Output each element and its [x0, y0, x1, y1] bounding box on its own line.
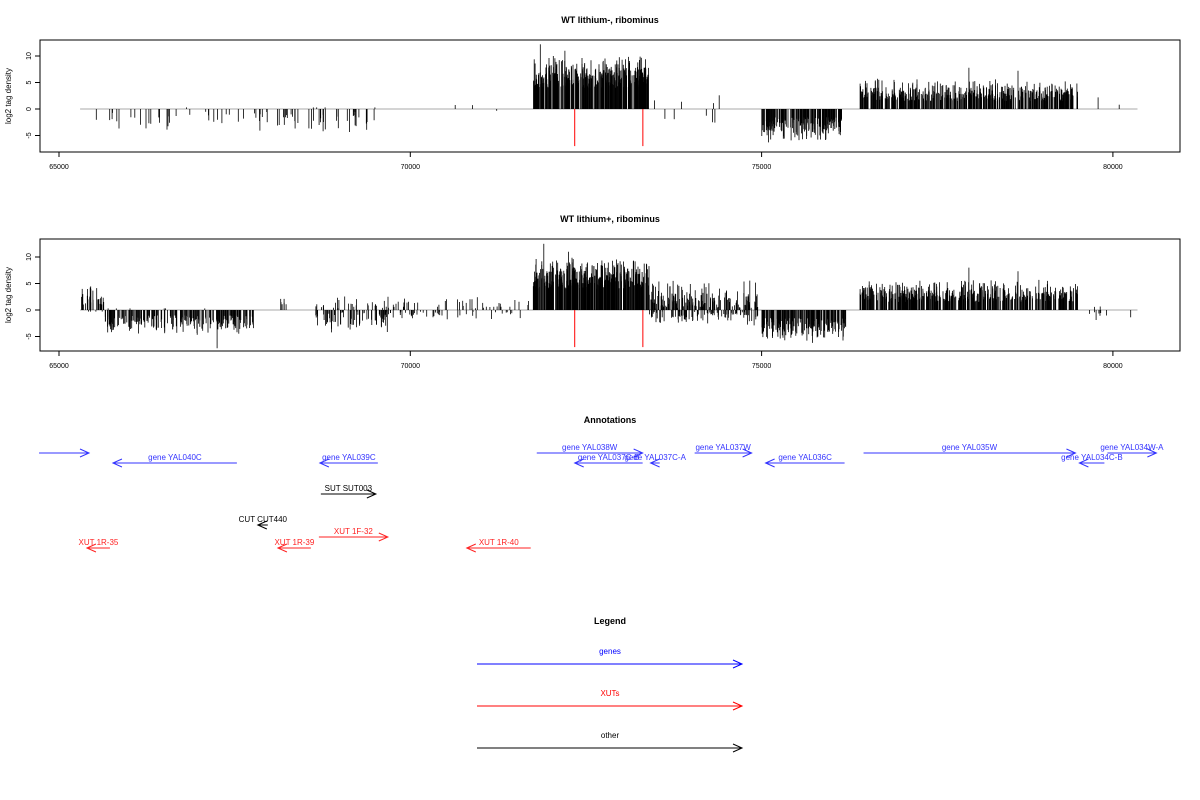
- feature-arrow[interactable]: [39, 448, 91, 458]
- feature-label: XUT 1R-40: [479, 538, 519, 547]
- feature-arrow[interactable]: SUT SUT003: [320, 484, 378, 499]
- feature-label: gene YAL036C: [778, 453, 832, 462]
- x-tick-label: 80000: [1103, 363, 1123, 370]
- x-tick-label: 80000: [1103, 164, 1123, 171]
- feature-arrow[interactable]: gene YAL040C: [111, 453, 237, 468]
- annotations-panel: Annotations gene YAL040C gene YAL039C gene…: [39, 415, 1164, 553]
- feature-label: gene YAL037C-B: [578, 453, 640, 462]
- legend-arrow: [477, 701, 744, 711]
- arrow-head: [764, 458, 775, 468]
- feature-label: XUT 1R-35: [79, 538, 119, 547]
- feature-arrow[interactable]: gene YAL036C: [764, 453, 845, 468]
- arrow-head: [732, 659, 744, 669]
- plot-lithium-plus: WT lithium+, ribominus log2 tag density …: [4, 214, 1181, 370]
- feature-arrow[interactable]: gene YAL039C: [318, 453, 378, 468]
- feature-arrow[interactable]: gene YAL035W: [863, 443, 1077, 458]
- feature-arrow[interactable]: XUT 1R-39: [274, 538, 315, 553]
- feature-arrow[interactable]: XUT 1F-32: [318, 527, 390, 542]
- y-tick-label: 10: [26, 52, 33, 60]
- feature-arrow[interactable]: XUT 1R-40: [465, 538, 531, 553]
- arrow-head: [742, 448, 753, 458]
- feature-label: gene YAL040C: [148, 453, 202, 462]
- feature-label: gene YAL035W: [942, 443, 998, 452]
- feature-label: CUT CUT440: [239, 515, 288, 524]
- arrow-head: [649, 458, 660, 468]
- plot-title: WT lithium+, ribominus: [560, 214, 660, 224]
- x-tick-label: 75000: [752, 363, 772, 370]
- feature-label: gene YAL037W: [695, 443, 751, 452]
- y-axis-label: log2 tag density: [4, 68, 13, 124]
- arrow-head: [573, 458, 584, 468]
- legend: Legend genes XUTs other: [477, 616, 744, 753]
- arrow-head: [85, 543, 97, 553]
- arrow-head: [366, 489, 378, 499]
- arrow-head: [1147, 448, 1158, 458]
- y-tick-label: -5: [26, 132, 33, 138]
- y-tick-label: 5: [26, 80, 33, 84]
- arrow-head: [318, 458, 330, 468]
- feature-label: XUT 1F-32: [334, 527, 374, 536]
- arrow-head: [1066, 448, 1077, 458]
- y-axis-label: log2 tag density: [4, 267, 13, 323]
- feature-label: gene YAL034W-A: [1100, 443, 1164, 452]
- arrow-head: [732, 701, 744, 711]
- feature-arrow[interactable]: gene YAL034C-B: [1061, 453, 1123, 468]
- feature-arrow[interactable]: gene YAL038W: [536, 443, 644, 458]
- plot-lithium-minus: WT lithium-, ribominus log2 tag density …: [4, 15, 1181, 171]
- density-bars: [95, 44, 1120, 143]
- legend-title: Legend: [594, 616, 626, 626]
- feature-label: XUT 1R-39: [274, 538, 314, 547]
- y-tick-label: 5: [26, 281, 33, 285]
- x-tick-label: 70000: [401, 363, 421, 370]
- y-tick-label: 0: [26, 308, 33, 312]
- arrow-head: [378, 532, 390, 542]
- legend-label: XUTs: [600, 689, 619, 698]
- arrow-head: [732, 743, 744, 753]
- annotations-title: Annotations: [584, 415, 637, 425]
- feature-arrow[interactable]: gene YAL034W-A: [1100, 443, 1164, 458]
- arrow-head: [633, 448, 644, 458]
- feature-arrow[interactable]: gene YAL037W: [694, 443, 753, 458]
- arrow-head: [256, 520, 268, 530]
- x-tick-label: 75000: [752, 164, 772, 171]
- legend-arrow: [477, 743, 744, 753]
- arrow-head: [79, 448, 91, 458]
- legend-label: other: [601, 731, 620, 740]
- plot-frame: [39, 238, 1181, 352]
- y-tick-label: 10: [26, 253, 33, 261]
- legend-arrow: [477, 659, 744, 669]
- feature-arrow[interactable]: XUT 1R-35: [79, 538, 119, 553]
- feature-label: gene YAL037C-A: [624, 453, 686, 462]
- feature-arrow[interactable]: CUT CUT440: [239, 515, 288, 530]
- plot-frame: [39, 39, 1181, 153]
- x-tick-label: 65000: [49, 363, 69, 370]
- feature-arrow[interactable]: gene YAL037C-B: [573, 453, 643, 468]
- x-tick-label: 70000: [401, 164, 421, 171]
- density-bars: [81, 243, 1132, 349]
- arrow-head: [1078, 458, 1089, 468]
- feature-label: SUT SUT003: [325, 484, 373, 493]
- feature-label: gene YAL039C: [322, 453, 376, 462]
- plot-title: WT lithium-, ribominus: [561, 15, 659, 25]
- arrow-head: [276, 543, 288, 553]
- legend-label: genes: [599, 647, 621, 656]
- arrow-head: [465, 543, 476, 553]
- x-tick-label: 65000: [49, 164, 69, 171]
- feature-arrow[interactable]: gene YAL037C-A: [624, 453, 687, 468]
- arrow-head: [111, 458, 123, 468]
- feature-label: gene YAL034C-B: [1061, 453, 1123, 462]
- y-tick-label: -5: [26, 333, 33, 339]
- y-tick-label: 0: [26, 107, 33, 111]
- feature-label: gene YAL038W: [562, 443, 618, 452]
